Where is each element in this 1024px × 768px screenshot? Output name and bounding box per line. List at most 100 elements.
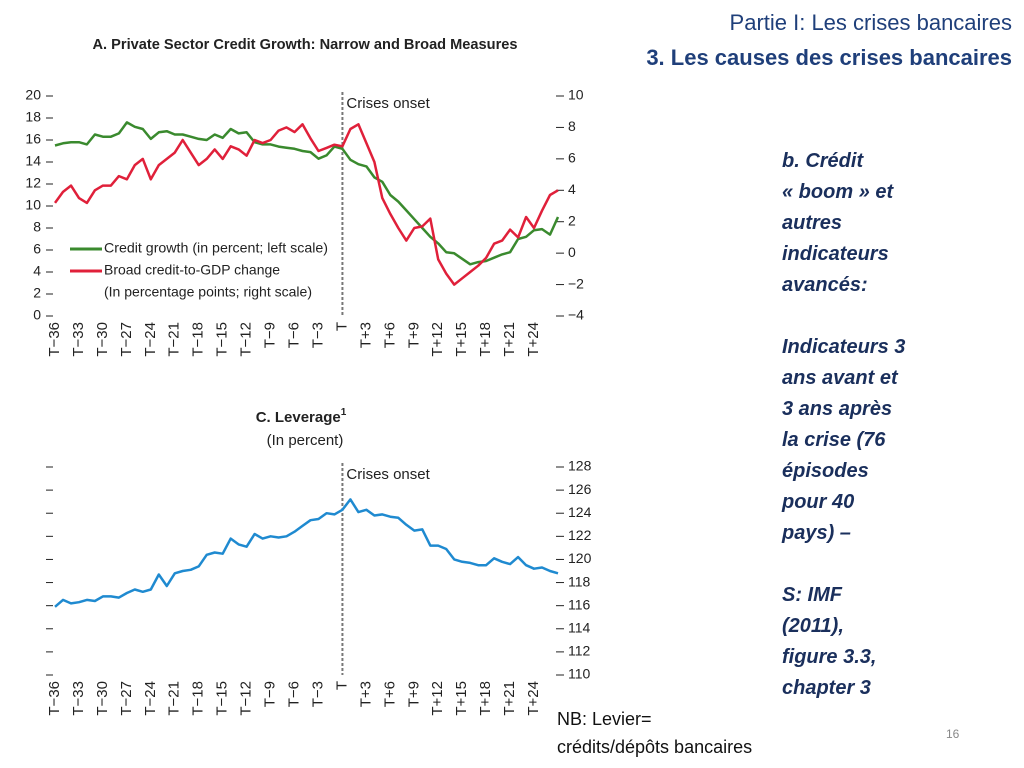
- y-tick-label: 14: [25, 153, 41, 169]
- note-line: NB: Levier=: [557, 709, 652, 729]
- x-tick-label: T: [333, 322, 350, 331]
- text-line: b. Crédit: [782, 150, 864, 172]
- text-line: Indicateurs 3: [782, 336, 906, 358]
- x-tick-label: T: [333, 681, 350, 690]
- y-tick-label: 128: [568, 458, 592, 474]
- x-tick-label: T−30: [94, 322, 111, 357]
- text-line: indicateurs: [782, 243, 889, 265]
- note-line: crédits/dépôts bancaires: [557, 737, 753, 757]
- text-line: la crise (76: [782, 429, 886, 451]
- x-tick-label: T−21: [166, 322, 183, 357]
- y2-tick-label: 0: [568, 244, 576, 260]
- x-tick-label: T+15: [453, 322, 470, 357]
- y-tick-label: 112: [568, 643, 591, 659]
- x-tick-label: T−24: [142, 681, 159, 716]
- x-tick-label: T+3: [357, 681, 374, 707]
- x-tick-label: T+18: [477, 322, 494, 357]
- y-tick-label: 118: [568, 573, 591, 589]
- y-tick-label: 110: [568, 666, 591, 682]
- x-tick-label: T−15: [214, 681, 231, 716]
- paragraph: S: IMF (2011), figure 3.3, chapter 3: [782, 580, 905, 704]
- x-tick-label: T−21: [166, 681, 183, 716]
- x-tick-label: T+9: [405, 322, 422, 348]
- page-number: 16: [946, 727, 960, 741]
- x-tick-label: T−6: [285, 322, 302, 348]
- y-tick-label: 10: [25, 197, 41, 213]
- y-tick-label: 0: [33, 307, 41, 323]
- y-tick-label: 126: [568, 481, 592, 497]
- x-tick-label: T−6: [285, 681, 302, 707]
- legend-label: Credit growth (in percent; left scale): [104, 240, 328, 256]
- series-line: [53, 123, 559, 286]
- x-tick-label: T−24: [142, 322, 159, 357]
- text-line: pays) –: [782, 522, 851, 544]
- chart-title: A. Private Sector Credit Growth: Narrow …: [93, 36, 518, 53]
- text-line: (2011),: [782, 615, 844, 637]
- side-text: b. Crédit « boom » et autres indicateurs ava…: [782, 146, 905, 735]
- text-line: 3 ans après: [782, 398, 893, 420]
- x-tick-label: T−18: [190, 681, 207, 716]
- chart-title-superscript: 1: [341, 407, 347, 418]
- x-tick-label: T−9: [262, 681, 279, 707]
- paragraph: Indicateurs 3 ans avant et 3 ans après la c…: [782, 332, 905, 549]
- legend-label: Broad credit-to-GDP change: [104, 262, 280, 278]
- x-tick-label: T+3: [357, 322, 374, 348]
- x-tick-label: T−15: [214, 322, 231, 357]
- x-tick-label: T−27: [118, 681, 135, 716]
- text-line: ans avant et: [782, 367, 898, 389]
- header-line2: 3. Les causes des crises bancaires: [646, 45, 1012, 70]
- text-line: avancés:: [782, 274, 868, 296]
- x-tick-label: T−12: [238, 322, 255, 357]
- chart-title: C. Leverage1: [256, 407, 347, 426]
- x-tick-label: T+24: [525, 322, 542, 357]
- annotation: Crises onset: [346, 466, 430, 483]
- y-tick-label: 8: [33, 219, 41, 235]
- y-tick-label: 16: [25, 131, 41, 147]
- y2-tick-label: −2: [568, 275, 584, 291]
- x-tick-label: T−3: [309, 681, 326, 707]
- text-line: figure 3.3,: [782, 646, 877, 668]
- x-tick-label: T+12: [429, 322, 446, 357]
- y-tick-label: 114: [568, 619, 591, 635]
- legend-note: (In percentage points; right scale): [104, 284, 312, 300]
- series-line: [54, 121, 560, 266]
- annotation: Crises onset: [346, 95, 430, 112]
- x-tick-label: T+18: [477, 681, 494, 716]
- text-line: « boom » et: [782, 181, 894, 203]
- x-tick-label: T−36: [46, 322, 63, 357]
- y-tick-label: 18: [25, 109, 41, 125]
- x-tick-label: T+12: [429, 681, 446, 716]
- paragraph: b. Crédit « boom » et autres indicateurs ava…: [782, 146, 905, 301]
- x-tick-label: T+24: [525, 681, 542, 716]
- y2-tick-label: 8: [568, 118, 576, 134]
- y-tick-label: 124: [568, 504, 592, 520]
- x-tick-label: T+6: [381, 322, 398, 348]
- x-tick-label: T+21: [501, 322, 518, 357]
- header-line1: Partie I: Les crises bancaires: [729, 10, 1012, 35]
- x-tick-label: T−30: [94, 681, 111, 716]
- x-tick-label: T−33: [70, 322, 87, 357]
- y-tick-label: 122: [568, 527, 592, 543]
- x-tick-label: T+9: [405, 681, 422, 707]
- x-tick-label: T−3: [309, 322, 326, 348]
- y2-tick-label: 6: [568, 150, 576, 166]
- text-line: pour 40: [782, 491, 855, 513]
- y-tick-label: 116: [568, 596, 591, 612]
- y-tick-label: 6: [33, 241, 41, 257]
- series-line: [54, 498, 559, 608]
- text-line: autres: [782, 212, 843, 234]
- text-line: épisodes: [782, 460, 869, 482]
- y-tick-label: 20: [25, 87, 41, 103]
- y2-tick-label: 4: [568, 181, 576, 197]
- y2-tick-label: 2: [568, 212, 576, 228]
- x-tick-label: T−9: [262, 322, 279, 348]
- y-tick-label: 120: [568, 550, 592, 566]
- x-tick-label: T+6: [381, 681, 398, 707]
- text-line: S: IMF: [782, 584, 842, 606]
- x-tick-label: T+15: [453, 681, 470, 716]
- x-tick-label: T+21: [501, 681, 518, 716]
- y-tick-label: 2: [33, 285, 41, 301]
- x-tick-label: T−36: [46, 681, 63, 716]
- chart-title-text: C. Leverage: [256, 409, 341, 426]
